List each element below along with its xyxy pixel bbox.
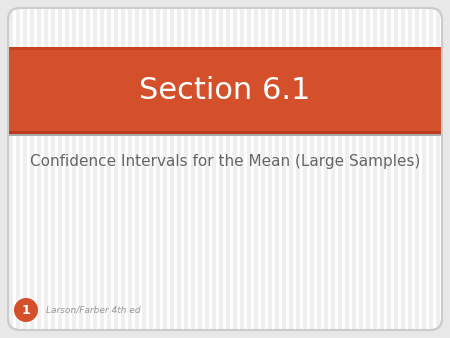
Bar bbox=[289, 9, 293, 329]
Bar bbox=[338, 9, 342, 329]
Bar bbox=[422, 9, 426, 329]
Bar bbox=[170, 9, 174, 329]
Bar bbox=[380, 9, 383, 329]
Bar bbox=[345, 9, 348, 329]
Bar bbox=[8, 130, 442, 134]
Bar bbox=[444, 330, 450, 338]
Bar bbox=[219, 9, 222, 329]
Bar bbox=[79, 9, 82, 329]
Bar bbox=[177, 9, 180, 329]
Bar bbox=[366, 9, 369, 329]
Bar bbox=[387, 9, 391, 329]
Bar bbox=[436, 9, 440, 329]
Text: Larson/Farber 4th ed: Larson/Farber 4th ed bbox=[46, 306, 140, 314]
Bar bbox=[23, 9, 27, 329]
Bar bbox=[331, 9, 334, 329]
Bar bbox=[261, 9, 265, 329]
Bar bbox=[212, 9, 216, 329]
Bar bbox=[86, 9, 90, 329]
Bar bbox=[72, 9, 76, 329]
Bar bbox=[149, 9, 153, 329]
Bar bbox=[51, 9, 54, 329]
Bar bbox=[303, 9, 306, 329]
Bar bbox=[359, 9, 363, 329]
Bar bbox=[352, 9, 356, 329]
Bar bbox=[317, 9, 320, 329]
Bar bbox=[163, 9, 166, 329]
Bar bbox=[114, 9, 117, 329]
Bar bbox=[233, 9, 237, 329]
Bar bbox=[415, 9, 419, 329]
Bar bbox=[205, 9, 208, 329]
Bar bbox=[44, 9, 48, 329]
Bar bbox=[268, 9, 271, 329]
Bar bbox=[310, 9, 314, 329]
Bar bbox=[240, 9, 243, 329]
Bar bbox=[58, 9, 62, 329]
Bar bbox=[444, 0, 450, 6]
Bar bbox=[65, 9, 68, 329]
Bar bbox=[408, 9, 411, 329]
Bar bbox=[9, 9, 13, 329]
Bar bbox=[0, 0, 8, 6]
Bar bbox=[16, 9, 19, 329]
Bar bbox=[8, 47, 442, 50]
Bar bbox=[198, 9, 202, 329]
Bar bbox=[93, 9, 96, 329]
Bar bbox=[30, 9, 33, 329]
FancyBboxPatch shape bbox=[8, 8, 442, 330]
Text: 1: 1 bbox=[22, 304, 31, 316]
Bar bbox=[184, 9, 188, 329]
Bar bbox=[401, 9, 405, 329]
Bar bbox=[282, 9, 285, 329]
Bar bbox=[142, 9, 145, 329]
Bar bbox=[0, 330, 8, 338]
Bar bbox=[394, 9, 397, 329]
Bar bbox=[373, 9, 377, 329]
Bar bbox=[8, 47, 442, 134]
Bar bbox=[156, 9, 159, 329]
Text: Confidence Intervals for the Mean (Large Samples): Confidence Intervals for the Mean (Large… bbox=[30, 154, 420, 169]
Circle shape bbox=[14, 298, 38, 322]
Bar bbox=[247, 9, 251, 329]
Bar bbox=[107, 9, 111, 329]
Bar bbox=[275, 9, 279, 329]
Bar bbox=[135, 9, 139, 329]
Bar bbox=[296, 9, 300, 329]
Bar bbox=[121, 9, 125, 329]
Bar bbox=[429, 9, 432, 329]
Bar bbox=[100, 9, 104, 329]
Bar bbox=[128, 9, 131, 329]
Bar bbox=[226, 9, 230, 329]
Bar bbox=[37, 9, 40, 329]
Bar bbox=[254, 9, 257, 329]
Bar bbox=[324, 9, 328, 329]
Bar bbox=[191, 9, 194, 329]
Bar bbox=[8, 134, 442, 136]
Text: Section 6.1: Section 6.1 bbox=[140, 76, 310, 104]
